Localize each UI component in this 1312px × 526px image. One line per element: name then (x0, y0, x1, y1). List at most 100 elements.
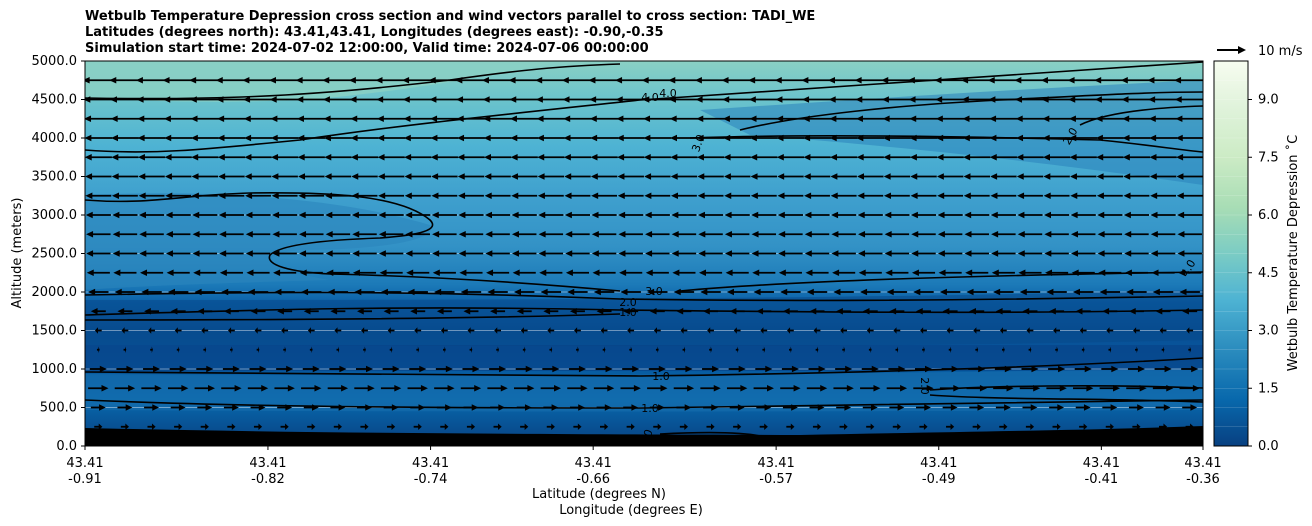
wind-vector (197, 308, 213, 315)
wind-vector (330, 308, 346, 315)
wind-vector (1122, 154, 1151, 161)
wind-vector (269, 96, 300, 103)
wind-vector (360, 423, 369, 430)
wind-vector (643, 154, 671, 161)
wind-vector (941, 365, 959, 373)
x-tick-lon-label: -0.49 (922, 472, 956, 487)
wind-vector (802, 115, 832, 122)
wind-vector (352, 231, 377, 238)
x-tick-lon-label: -0.82 (251, 472, 285, 487)
wind-vector (431, 173, 458, 180)
wind-vector (511, 192, 538, 199)
wind-vector (895, 346, 899, 353)
wind-vector (615, 96, 646, 103)
wind-vector (1070, 250, 1096, 257)
wind-vector (1070, 211, 1096, 219)
wind-vector (459, 269, 483, 276)
wind-vector (509, 115, 539, 122)
wind-vector (482, 96, 513, 103)
wind-vector (1028, 346, 1032, 353)
wind-vector (540, 385, 562, 392)
wind-vector (85, 192, 112, 199)
colorbar-bands (1214, 80, 1248, 427)
wind-vector (565, 231, 590, 238)
wind-vector (1096, 154, 1124, 161)
wind-vector (831, 231, 856, 238)
wind-vector (595, 365, 613, 373)
wind-vector (724, 192, 751, 199)
wind-vector (116, 365, 134, 373)
wind-vector (112, 211, 138, 219)
wind-vector (750, 173, 778, 180)
wind-vector (114, 385, 136, 392)
wind-vector (991, 250, 1016, 257)
wind-vector (629, 346, 633, 353)
wind-vector (911, 250, 936, 257)
wind-vector (249, 365, 267, 373)
wind-vector (655, 346, 659, 353)
wind-vector (866, 327, 874, 334)
y-tick-label: 0.0 (56, 439, 77, 454)
wind-vector (868, 346, 872, 353)
wind-vector (496, 346, 499, 353)
wind-vector (86, 269, 110, 276)
wind-vector (676, 404, 692, 411)
wind-vector (831, 211, 857, 219)
wind-vector (725, 269, 749, 276)
wind-vector (995, 308, 1011, 315)
wind-vector (995, 404, 1011, 411)
wind-vector (485, 250, 510, 257)
wind-vector (1075, 308, 1091, 315)
wind-vector (378, 211, 404, 219)
wind-vector (247, 385, 269, 392)
wind-vector (462, 365, 480, 373)
wind-vector (802, 96, 832, 103)
wind-vector (835, 365, 853, 373)
wind-vector (245, 231, 271, 238)
wind-vector (352, 250, 377, 257)
wind-vector (1015, 96, 1045, 103)
wind-vector (223, 308, 239, 315)
wind-vector (538, 231, 564, 238)
wind-vector (403, 134, 432, 142)
wind-vector (855, 96, 886, 103)
wind-vector (515, 365, 533, 373)
wind-vector (989, 134, 1018, 142)
wind-vector (946, 327, 954, 334)
wind-vector (280, 423, 289, 430)
wind-vector (429, 96, 460, 103)
wind-vector (1154, 365, 1172, 373)
wind-vector (920, 327, 927, 334)
wind-vector (414, 327, 422, 334)
wind-vector (937, 211, 963, 219)
wind-vector (726, 288, 748, 296)
wind-vector (616, 115, 645, 122)
wind-vector (141, 288, 162, 296)
wind-vector (833, 288, 854, 296)
wind-vector (962, 115, 992, 122)
wind-vector (988, 96, 1019, 103)
wind-vector (908, 96, 939, 103)
wind-vector (176, 346, 180, 353)
wind-vector (273, 269, 297, 276)
wind-vector (166, 269, 190, 276)
wind-vector (776, 154, 805, 161)
wind-vector (696, 154, 725, 161)
wind-vector (549, 346, 553, 353)
wind-vector (277, 308, 293, 315)
wind-vector (1152, 385, 1174, 392)
wind-vector (404, 192, 431, 199)
x-tick-lat-label: 43.41 (920, 456, 957, 471)
wind-vector (436, 308, 452, 315)
wind-vector (856, 134, 885, 142)
wind-vector (1181, 365, 1199, 373)
wind-vector (197, 404, 213, 411)
wind-vector (297, 154, 325, 161)
wind-vector (596, 308, 612, 315)
wind-vector (301, 288, 322, 296)
wind-vector (1128, 308, 1144, 315)
wind-vector (671, 211, 697, 219)
wind-vector (700, 288, 721, 296)
wind-vector (836, 308, 852, 315)
wind-vector (110, 115, 140, 122)
